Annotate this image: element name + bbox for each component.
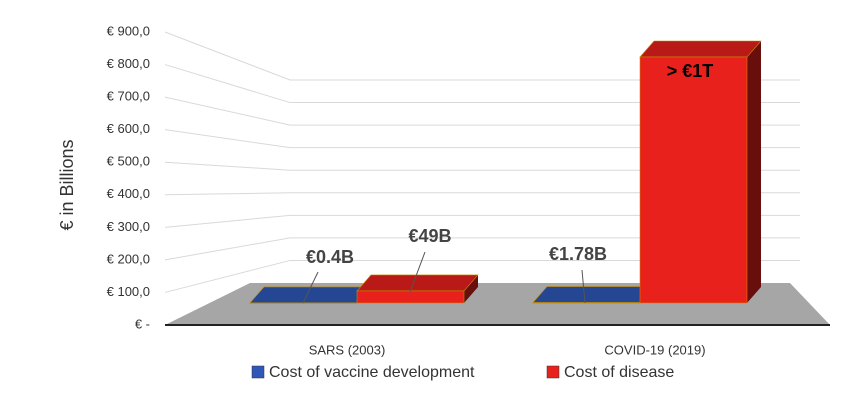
y-tick-label: € 800,0 (107, 56, 150, 71)
y-tick-label: € 100,0 (107, 284, 150, 299)
y-axis-label: € in Billions (57, 139, 77, 230)
y-tick-label: € 200,0 (107, 251, 150, 266)
grid-line (164, 259, 800, 293)
y-tick-label: € 700,0 (107, 89, 150, 104)
label-leader (409, 251, 426, 293)
value-label: €1.78B (549, 244, 607, 264)
y-tick-label: € 300,0 (107, 219, 150, 234)
x-tick-label: SARS (2003) (309, 342, 386, 357)
value-label: €0.4B (306, 247, 354, 267)
y-tick-label: € 500,0 (107, 154, 150, 169)
value-label: > €1T (667, 61, 714, 81)
bar-top (532, 286, 655, 303)
legend-label: Cost of vaccine development (269, 364, 475, 381)
grid-line (164, 161, 800, 171)
legend-swatch (251, 365, 265, 379)
y-tick-label: € - (135, 316, 150, 331)
grid-line (164, 31, 800, 81)
bar-top (356, 274, 479, 292)
grid-line (164, 237, 800, 261)
bar (532, 302, 641, 304)
label-leader (302, 271, 319, 304)
label-leader (581, 269, 586, 304)
grid-line (164, 64, 800, 104)
bar (356, 290, 465, 304)
grid-line (164, 192, 800, 196)
bar-side (747, 41, 761, 303)
y-tick-label: € 600,0 (107, 121, 150, 136)
bar-top (249, 286, 372, 304)
bar (639, 56, 748, 304)
bar-side (464, 274, 478, 303)
grid-line (164, 129, 800, 149)
grid-line (164, 96, 800, 126)
y-tick-label: € 900,0 (107, 23, 150, 38)
bar-top (639, 40, 762, 58)
value-label: €49B (408, 226, 451, 246)
x-tick-label: COVID-19 (2019) (604, 342, 705, 357)
legend-label: Cost of disease (564, 364, 674, 381)
grid-line (164, 214, 800, 228)
legend-swatch (546, 365, 560, 379)
y-tick-label: € 400,0 (107, 186, 150, 201)
